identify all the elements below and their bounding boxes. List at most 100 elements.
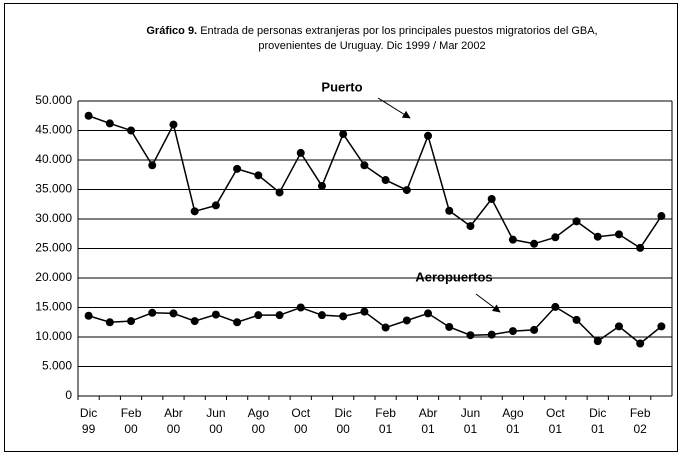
x-tick-label: Ago xyxy=(502,406,524,420)
point xyxy=(614,322,623,331)
point xyxy=(169,120,178,129)
x-tick-label: Jun xyxy=(461,406,480,420)
point xyxy=(572,315,581,324)
series-line xyxy=(88,305,662,345)
point xyxy=(233,318,242,327)
point xyxy=(402,186,411,195)
point xyxy=(424,131,433,140)
point xyxy=(254,311,263,320)
x-tick-label: 00 xyxy=(167,422,181,436)
point xyxy=(211,201,220,210)
point xyxy=(275,188,284,197)
y-tick-label: 0 xyxy=(65,388,72,402)
point xyxy=(190,317,199,326)
point xyxy=(148,308,157,317)
point xyxy=(402,316,411,325)
point xyxy=(508,235,517,244)
point xyxy=(275,311,284,320)
y-tick-label: 20.000 xyxy=(35,270,72,284)
point xyxy=(508,327,517,336)
point xyxy=(317,311,326,320)
x-tick-label: 00 xyxy=(294,422,308,436)
x-tick-label: 01 xyxy=(421,422,435,436)
point xyxy=(636,243,645,252)
point xyxy=(445,206,454,215)
point xyxy=(233,164,242,173)
point xyxy=(487,330,496,339)
y-tick-label: 50.000 xyxy=(35,93,72,107)
point xyxy=(551,302,560,311)
x-tick-label: Dic xyxy=(335,406,352,420)
point xyxy=(360,161,369,170)
point xyxy=(254,171,263,180)
x-tick-label: Abr xyxy=(164,406,183,420)
x-tick-label: Feb xyxy=(121,406,142,420)
series-label: Aeropuertos xyxy=(415,269,492,284)
point xyxy=(572,217,581,226)
title-line: Entrada de personas extranjeras por los … xyxy=(200,25,597,37)
x-tick-label: Ago xyxy=(248,406,270,420)
point xyxy=(339,130,348,139)
x-tick-label: Dic xyxy=(589,406,606,420)
series-label: Puerto xyxy=(321,79,362,94)
x-tick-label: Dic xyxy=(80,406,97,420)
x-tick-label: 99 xyxy=(82,422,96,436)
point xyxy=(614,230,623,239)
y-tick-label: 15.000 xyxy=(35,300,72,314)
point xyxy=(657,212,666,221)
point xyxy=(105,119,114,128)
point xyxy=(339,312,348,321)
y-tick-label: 5.000 xyxy=(42,359,72,373)
y-tick-label: 45.000 xyxy=(35,123,72,137)
point xyxy=(530,325,539,334)
point xyxy=(466,222,475,231)
x-tick-label: 00 xyxy=(209,422,223,436)
point xyxy=(593,337,602,346)
x-tick-label: Feb xyxy=(375,406,396,420)
point xyxy=(127,317,136,326)
point xyxy=(381,176,390,185)
point xyxy=(190,207,199,216)
x-tick-label: 01 xyxy=(379,422,393,436)
point xyxy=(84,111,93,120)
y-tick-label: 40.000 xyxy=(35,152,72,166)
y-tick-label: 30.000 xyxy=(35,211,72,225)
x-tick-label: 00 xyxy=(124,422,138,436)
point xyxy=(105,318,114,327)
point xyxy=(148,161,157,170)
point xyxy=(466,331,475,340)
point xyxy=(551,233,560,242)
x-tick-label: 01 xyxy=(549,422,563,436)
x-tick-label: 00 xyxy=(252,422,266,436)
x-tick-label: 02 xyxy=(633,422,647,436)
point xyxy=(530,239,539,248)
y-tick-label: 10.000 xyxy=(35,329,72,343)
chart-title: Gráfico 9. Entrada de personas extranjer… xyxy=(146,25,597,37)
point xyxy=(657,322,666,331)
point xyxy=(169,309,178,318)
title-prefix: Gráfico 9. xyxy=(146,25,197,37)
point xyxy=(317,181,326,190)
frame xyxy=(4,3,678,452)
x-tick-label: Oct xyxy=(546,406,565,420)
x-tick-label: Abr xyxy=(419,406,438,420)
x-tick-label: 00 xyxy=(336,422,350,436)
y-tick-label: 35.000 xyxy=(35,182,72,196)
point xyxy=(360,307,369,316)
point xyxy=(211,310,220,319)
x-tick-label: 01 xyxy=(591,422,605,436)
series-line xyxy=(88,115,663,249)
point xyxy=(487,194,496,203)
point xyxy=(127,126,136,135)
point xyxy=(296,148,305,157)
title-line: provenientes de Uruguay. Dic 1999 / Mar … xyxy=(258,40,485,52)
x-tick-label: Oct xyxy=(291,406,310,420)
y-tick-label: 25.000 xyxy=(35,241,72,255)
point xyxy=(445,322,454,331)
point xyxy=(296,303,305,312)
point xyxy=(424,309,433,318)
point xyxy=(636,339,645,348)
point xyxy=(84,311,93,320)
point xyxy=(593,232,602,241)
